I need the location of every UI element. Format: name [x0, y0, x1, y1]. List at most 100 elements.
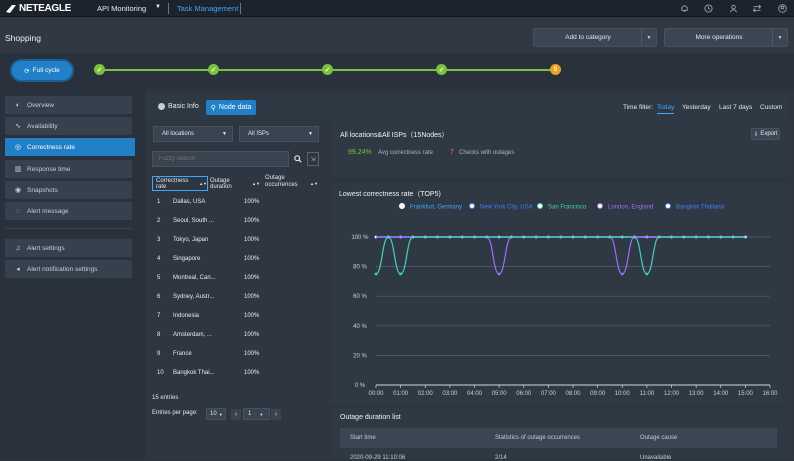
- top-bar: [0, 0, 794, 17]
- isps-select[interactable]: All ISPs ▼: [239, 126, 319, 142]
- sidebar-item-alert-message[interactable]: ◌ Alert message: [5, 202, 132, 220]
- chevron-down-icon: ▼: [222, 131, 227, 137]
- sidebar-item-overview[interactable]: ◐ Overview: [5, 96, 132, 114]
- pulse-icon: ∿: [15, 123, 21, 130]
- sidebar-item-snapshots[interactable]: ◉ Snapshots: [5, 181, 132, 199]
- full-cycle-button[interactable]: ⟳ Full cycle: [12, 61, 72, 80]
- table-row[interactable]: 10 Bangkok Thai... 100%: [152, 363, 318, 382]
- legend-label[interactable]: London, England: [608, 205, 653, 211]
- x-tick-label: 01:00: [393, 391, 409, 397]
- legend-label[interactable]: New York City, USA: [480, 205, 533, 211]
- step-check-icon[interactable]: ✓: [436, 64, 447, 75]
- y-tick-label: 100 %: [351, 235, 369, 241]
- table-row[interactable]: 1 Dallas, USA 100%: [152, 192, 318, 211]
- sidebar-item-correctness-rate[interactable]: ◎ Correctness rate: [5, 138, 135, 156]
- column-header-outage-cause: Outage cause: [640, 435, 678, 441]
- menu-api-monitoring[interactable]: API Monitoring: [97, 4, 147, 13]
- legend-label[interactable]: Bangkok Thailand: [676, 205, 724, 211]
- data-point[interactable]: [620, 272, 624, 276]
- tab-basic-info[interactable]: Basic Info: [158, 103, 199, 110]
- data-point[interactable]: [497, 272, 501, 276]
- more-operations-button[interactable]: More operations ▼: [664, 28, 788, 47]
- table-row[interactable]: 5 Montreal, Can... 100%: [152, 268, 318, 287]
- add-to-category-button[interactable]: Add to category ▼: [533, 28, 657, 47]
- divider: [240, 3, 241, 14]
- table-row[interactable]: 2 Seoul, South ... 100%: [152, 211, 318, 230]
- x-tick-label: 10:00: [615, 391, 631, 397]
- search-icon[interactable]: [292, 152, 304, 166]
- chevron-down-icon[interactable]: ▼: [155, 4, 161, 10]
- bell-icon[interactable]: [678, 2, 690, 14]
- active-indicator: [130, 142, 135, 152]
- clock-icon[interactable]: [702, 2, 714, 14]
- entries-count: 15 entries: [152, 395, 179, 401]
- step-check-icon[interactable]: ✓: [322, 64, 333, 75]
- data-point[interactable]: [399, 272, 403, 276]
- tab-node-data[interactable]: ⚲ Node data: [206, 100, 256, 115]
- checks-outage-label: Checks with outages: [459, 150, 515, 156]
- filter-last-7-days[interactable]: Last 7 days: [719, 104, 753, 111]
- page-select[interactable]: 1 ▼: [243, 408, 270, 420]
- step-5[interactable]: 5: [550, 64, 561, 75]
- column-header-outage-duration[interactable]: Outage duration ▲▼: [210, 177, 260, 190]
- legend-label[interactable]: Frankfurt, Germany: [410, 205, 462, 211]
- data-point[interactable]: [645, 272, 649, 276]
- bell-icon: ♫: [15, 244, 21, 252]
- user-icon[interactable]: [776, 2, 788, 14]
- step-check-icon[interactable]: ✓: [208, 64, 219, 75]
- search-input[interactable]: [152, 151, 289, 167]
- check-circle-icon: ◎: [14, 144, 22, 151]
- step-line: [332, 69, 437, 71]
- user-alert-icon[interactable]: [727, 2, 739, 14]
- filter-custom[interactable]: Custom: [760, 104, 783, 111]
- avg-correctness-label: Avg correctness rate: [378, 150, 433, 156]
- legend-marker[interactable]: [469, 203, 475, 209]
- y-tick-label: 0 %: [355, 383, 366, 389]
- chart-panel: [332, 183, 786, 405]
- table-row[interactable]: 9 France 100%: [152, 344, 318, 363]
- sort-icon[interactable]: ▲▼: [310, 181, 318, 186]
- legend-marker[interactable]: [537, 203, 543, 209]
- row-index: 6: [157, 293, 161, 300]
- row-location: Seoul, South ...: [173, 217, 215, 224]
- legend-marker[interactable]: [665, 203, 671, 209]
- legend-marker[interactable]: [597, 203, 603, 209]
- data-point[interactable]: [374, 272, 378, 276]
- sidebar-item-availability[interactable]: ∿ Availability: [5, 117, 132, 135]
- sidebar-item-response-time[interactable]: ▥ Response time: [5, 160, 132, 178]
- locations-select[interactable]: All locations ▼: [153, 126, 233, 142]
- step-line: [104, 69, 209, 71]
- next-page-button[interactable]: ›: [271, 409, 281, 420]
- column-header-correctness-rate[interactable]: Correctness rate ▲▼: [152, 176, 208, 191]
- legend-label[interactable]: San Francisco: [548, 205, 587, 211]
- tab-task-management[interactable]: Task Management: [177, 4, 239, 13]
- per-page-select[interactable]: 10 ▼: [206, 408, 226, 420]
- step-line: [446, 69, 551, 71]
- prev-page-button[interactable]: ‹: [231, 409, 241, 420]
- table-row[interactable]: 8 Amsterdam, ... 100%: [152, 325, 318, 344]
- column-header-outage-occurrences[interactable]: Outage occurrences: [265, 175, 298, 188]
- column-header-start-time: Start time: [350, 435, 376, 441]
- export-small-icon[interactable]: ⇲: [307, 152, 319, 166]
- chevron-down-icon: ▼: [641, 29, 656, 46]
- overview-icon: ◐: [15, 101, 21, 109]
- filter-yesterday[interactable]: Yesterday: [682, 104, 711, 111]
- y-tick-label: 20 %: [353, 353, 367, 359]
- x-tick-label: 15:00: [738, 391, 754, 397]
- step-check-icon[interactable]: ✓: [94, 64, 105, 75]
- table-row[interactable]: 6 Sydney, Austr... 100%: [152, 287, 318, 306]
- column-header-statistics: Statistics of outage occurrences: [495, 435, 581, 441]
- table-row[interactable]: 3 Tokyo, Japan 100%: [152, 230, 318, 249]
- table-row[interactable]: 4 Singapore 100%: [152, 249, 318, 268]
- filter-today[interactable]: Today: [657, 104, 675, 114]
- bar-chart-icon: ▥: [14, 166, 22, 173]
- export-button[interactable]: ⇩ Export: [751, 128, 780, 140]
- transfer-icon[interactable]: [751, 2, 763, 14]
- legend-marker[interactable]: [399, 203, 405, 209]
- sidebar-item-alert-notification-settings[interactable]: ◂ Alert notification settings: [5, 260, 132, 278]
- row-index: 8: [157, 331, 161, 338]
- row-location: Sydney, Austr...: [173, 293, 215, 300]
- sidebar-item-alert-settings[interactable]: ♫ Alert settings: [5, 239, 132, 257]
- x-tick-label: 07:00: [541, 391, 557, 397]
- table-row[interactable]: 7 Indonesia 100%: [152, 306, 318, 325]
